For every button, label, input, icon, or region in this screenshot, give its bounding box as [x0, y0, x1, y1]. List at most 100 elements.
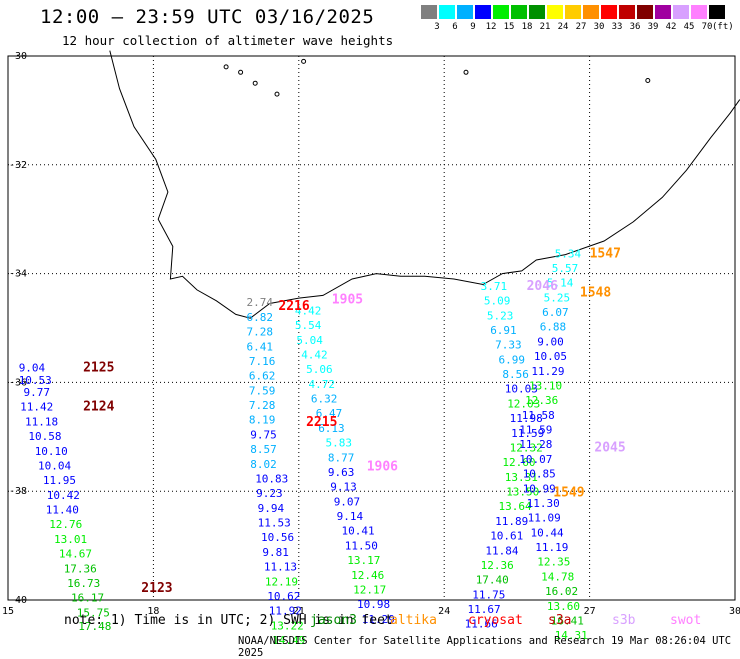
- mission-label: s3a: [548, 613, 572, 628]
- wave-height-value: 5.06: [306, 363, 333, 376]
- wave-height-value: 10.03: [505, 383, 538, 396]
- lon-tick-label: 18: [147, 606, 159, 617]
- wave-height-value: 9.77: [24, 386, 51, 399]
- map-frame: [7, 55, 736, 601]
- wave-height-value: 10.61: [490, 530, 523, 543]
- legend-label: 39: [647, 22, 659, 32]
- wave-height-value: 11.67: [468, 603, 501, 616]
- legend-label: 18: [521, 22, 533, 32]
- wave-height-value: 8.77: [328, 451, 355, 464]
- legend-swatch: [457, 5, 473, 19]
- wave-height-value: 5.34: [555, 247, 582, 260]
- wave-height-value: 11.13: [264, 561, 297, 574]
- wave-height-value: 11.95: [43, 474, 76, 487]
- wave-height-value: 11.18: [25, 415, 58, 428]
- lon-tick-label: 27: [584, 606, 596, 617]
- wave-height-value: 6.32: [311, 393, 338, 406]
- legend-swatch: [619, 5, 635, 19]
- wave-height-value: 10.56: [261, 531, 294, 544]
- wave-height-value: 11.75: [472, 588, 505, 601]
- pass-time-label: 1549: [553, 486, 584, 501]
- wave-height-value: 12.36: [525, 394, 558, 407]
- lat-tick-label: -40: [9, 595, 27, 606]
- island: [223, 64, 229, 70]
- wave-height-value: 10.83: [255, 473, 288, 486]
- wave-height-value: 12.36: [481, 559, 514, 572]
- pass-time-label: 2216: [278, 299, 309, 314]
- wave-height-value: 10.98: [357, 598, 390, 611]
- wave-height-value: 5.25: [544, 291, 571, 304]
- wave-height-value: 11.53: [258, 517, 291, 530]
- legend-swatch: [637, 5, 653, 19]
- wave-height-value: 10.41: [342, 525, 375, 538]
- wave-height-value: 9.23: [256, 487, 283, 500]
- wave-height-value: 6.82: [247, 311, 274, 324]
- island: [301, 58, 307, 64]
- legend-label: 30: [593, 22, 605, 32]
- wave-height-value: 13.60: [547, 600, 580, 613]
- wave-height-value: 11.59: [519, 424, 552, 437]
- legend-label: 3: [434, 22, 440, 32]
- wave-height-value: 13.50: [506, 486, 539, 499]
- legend-swatch: [709, 5, 725, 19]
- wave-height-value: 9.13: [330, 481, 357, 494]
- wave-height-value: 16.41: [551, 615, 584, 628]
- lon-tick-label: 24: [438, 606, 450, 617]
- mission-label: s3b: [612, 613, 636, 628]
- wave-height-value: 10.10: [35, 445, 68, 458]
- wave-height-value: 4.42: [301, 349, 328, 362]
- wave-height-value: 11.59: [511, 427, 544, 440]
- legend-label: 24: [557, 22, 569, 32]
- wave-height-value: 10.99: [523, 482, 556, 495]
- island: [463, 69, 469, 75]
- legend-label: 12: [485, 22, 497, 32]
- pass-time-label: 2123: [141, 581, 172, 596]
- wave-height-value: 16.02: [545, 585, 578, 598]
- wave-height-value: 7.59: [249, 384, 276, 397]
- wave-height-value: 11.09: [528, 512, 561, 525]
- wave-height-value: 16.73: [67, 577, 100, 590]
- wave-height-value: 14.78: [541, 570, 574, 583]
- legend-swatch: [475, 5, 491, 19]
- wave-height-value: 17.48: [78, 620, 111, 633]
- wave-height-value: 15.75: [77, 606, 110, 619]
- legend-swatch: [511, 5, 527, 19]
- wave-height-value: 11.98: [510, 412, 543, 425]
- wave-height-value: 10.62: [267, 590, 300, 603]
- wave-height-value: 9.04: [19, 362, 46, 375]
- wave-height-value: 11.66: [465, 618, 498, 631]
- wave-height-value: 10.04: [38, 459, 71, 472]
- wave-height-value: 4.42: [295, 304, 322, 317]
- mission-label: cryosat: [468, 613, 523, 628]
- wave-height-value: 9.07: [334, 495, 361, 508]
- legend-swatch: [439, 5, 455, 19]
- wave-height-value: 11.28: [519, 438, 552, 451]
- legend-swatch: [547, 5, 563, 19]
- legend-swatch: [673, 5, 689, 19]
- lat-tick-label: -30: [9, 51, 27, 62]
- wave-height-value: 6.41: [247, 340, 274, 353]
- wave-height-value: 8.56: [502, 368, 529, 381]
- wave-height-value: 9.14: [337, 510, 364, 523]
- wave-height-value: 17.40: [476, 574, 509, 587]
- wave-height-value: 12.60: [502, 456, 535, 469]
- pass-time-label: 1548: [580, 285, 611, 300]
- legend-swatch: [529, 5, 545, 19]
- wave-height-value: 5.57: [552, 262, 579, 275]
- legend-label: 70: [701, 22, 713, 32]
- wave-height-value: 5.14: [547, 277, 574, 290]
- wave-height-value: 11.50: [345, 539, 378, 552]
- mission-label: swot: [670, 613, 702, 628]
- wave-height-value: 11.58: [522, 409, 555, 422]
- pass-time-label: 2125: [83, 361, 114, 376]
- lat-tick-label: -36: [9, 377, 27, 388]
- wave-height-value: 6.91: [490, 324, 517, 337]
- wave-height-value: 11.40: [46, 504, 79, 517]
- wave-height-value: 12.46: [351, 569, 384, 582]
- wave-height-value: 11.42: [20, 401, 53, 414]
- legend-label: 6: [452, 22, 458, 32]
- island: [252, 80, 258, 86]
- wave-height-value: 6.62: [249, 370, 276, 383]
- legend-label: 9: [470, 22, 476, 32]
